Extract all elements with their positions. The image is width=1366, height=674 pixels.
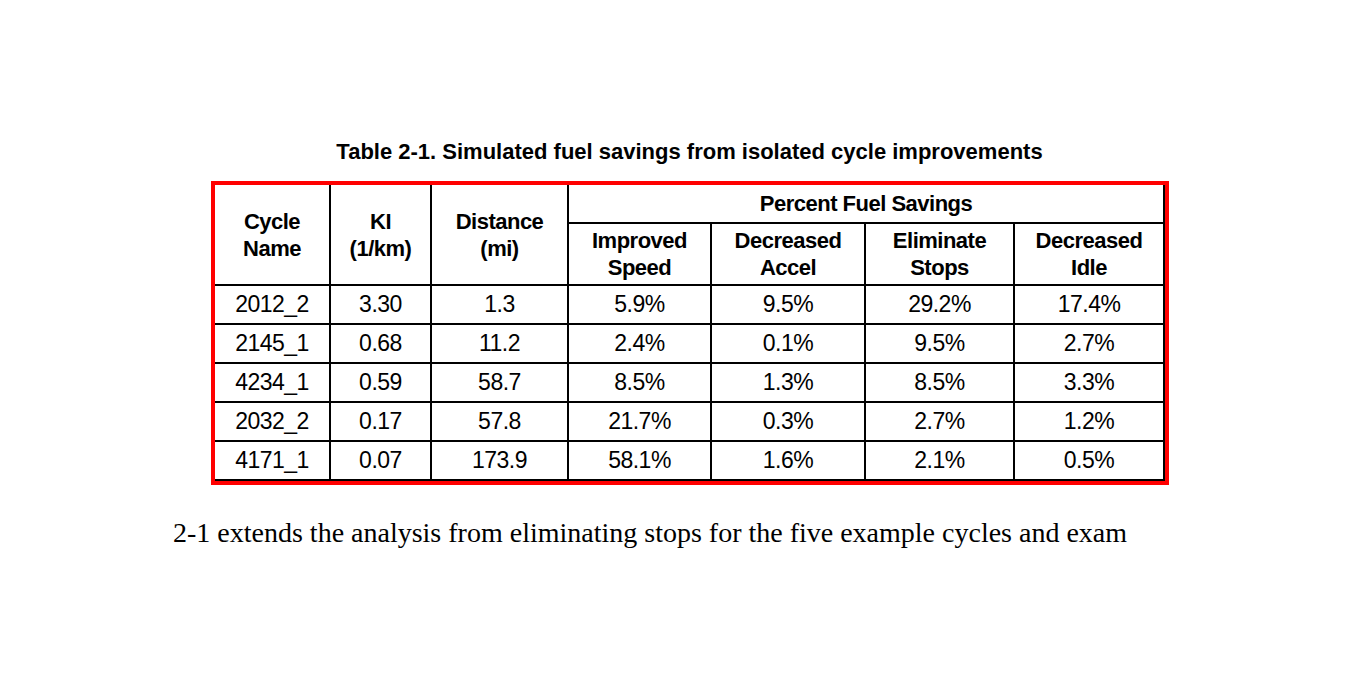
- group-header-percent-fuel-savings: Percent Fuel Savings: [568, 185, 1164, 223]
- col-header-distance: Distance (mi): [431, 185, 568, 285]
- document-page: Table 2-1. Simulated fuel savings from i…: [0, 0, 1366, 674]
- cell-eliminate-stops: 2.7%: [865, 402, 1014, 441]
- cell-ki: 3.30: [330, 285, 431, 324]
- col-header-cycle-name: Cycle Name: [215, 185, 330, 285]
- cell-ki: 0.17: [330, 402, 431, 441]
- cell-ki: 0.59: [330, 363, 431, 402]
- body-text: 2-1 extends the analysis from eliminatin…: [173, 516, 1127, 550]
- cell-improved-speed: 8.5%: [568, 363, 711, 402]
- header-line: Idle: [1015, 254, 1163, 281]
- header-line: Eliminate: [866, 227, 1013, 254]
- cell-decreased-idle: 3.3%: [1014, 363, 1164, 402]
- cell-distance: 58.7: [431, 363, 568, 402]
- table-row: 4234_1 0.59 58.7 8.5% 1.3% 8.5% 3.3%: [215, 363, 1164, 402]
- cell-eliminate-stops: 8.5%: [865, 363, 1014, 402]
- header-line: (1/km): [331, 235, 430, 262]
- header-line: Cycle: [215, 208, 329, 235]
- cell-decreased-idle: 1.2%: [1014, 402, 1164, 441]
- header-line: Decreased: [712, 227, 864, 254]
- cell-distance: 1.3: [431, 285, 568, 324]
- cell-decreased-accel: 0.1%: [711, 324, 865, 363]
- cell-decreased-accel: 1.3%: [711, 363, 865, 402]
- cell-decreased-accel: 0.3%: [711, 402, 865, 441]
- cell-improved-speed: 2.4%: [568, 324, 711, 363]
- cell-eliminate-stops: 9.5%: [865, 324, 1014, 363]
- header-row-group: Cycle Name KI (1/km) Distance (mi) Perce…: [215, 185, 1164, 223]
- header-line: Name: [215, 235, 329, 262]
- cell-improved-speed: 21.7%: [568, 402, 711, 441]
- cell-cycle-name: 4234_1: [215, 363, 330, 402]
- header-line: Speed: [569, 254, 710, 281]
- cell-ki: 0.68: [330, 324, 431, 363]
- table-caption: Table 2-1. Simulated fuel savings from i…: [211, 139, 1168, 165]
- fuel-savings-table: Cycle Name KI (1/km) Distance (mi) Perce…: [211, 181, 1169, 485]
- header-line: Improved: [569, 227, 710, 254]
- header-line: Accel: [712, 254, 864, 281]
- cell-distance: 173.9: [431, 441, 568, 480]
- cell-improved-speed: 58.1%: [568, 441, 711, 480]
- cell-decreased-idle: 17.4%: [1014, 285, 1164, 324]
- cell-decreased-accel: 1.6%: [711, 441, 865, 480]
- cell-cycle-name: 2012_2: [215, 285, 330, 324]
- col-header-decreased-idle: Decreased Idle: [1014, 223, 1164, 285]
- header-line: Distance: [432, 208, 567, 235]
- table-row: 2145_1 0.68 11.2 2.4% 0.1% 9.5% 2.7%: [215, 324, 1164, 363]
- table-row: 2012_2 3.30 1.3 5.9% 9.5% 29.2% 17.4%: [215, 285, 1164, 324]
- cell-eliminate-stops: 29.2%: [865, 285, 1014, 324]
- cell-eliminate-stops: 2.1%: [865, 441, 1014, 480]
- cell-cycle-name: 2032_2: [215, 402, 330, 441]
- table-row: 4171_1 0.07 173.9 58.1% 1.6% 2.1% 0.5%: [215, 441, 1164, 480]
- cell-distance: 11.2: [431, 324, 568, 363]
- header-line: (mi): [432, 235, 567, 262]
- cell-cycle-name: 2145_1: [215, 324, 330, 363]
- cell-decreased-idle: 2.7%: [1014, 324, 1164, 363]
- header-line: Decreased: [1015, 227, 1163, 254]
- header-line: Stops: [866, 254, 1013, 281]
- col-header-ki: KI (1/km): [330, 185, 431, 285]
- cell-distance: 57.8: [431, 402, 568, 441]
- table-row: 2032_2 0.17 57.8 21.7% 0.3% 2.7% 1.2%: [215, 402, 1164, 441]
- col-header-eliminate-stops: Eliminate Stops: [865, 223, 1014, 285]
- col-header-decreased-accel: Decreased Accel: [711, 223, 865, 285]
- header-line: KI: [331, 208, 430, 235]
- cell-improved-speed: 5.9%: [568, 285, 711, 324]
- cell-decreased-idle: 0.5%: [1014, 441, 1164, 480]
- cell-ki: 0.07: [330, 441, 431, 480]
- cell-cycle-name: 4171_1: [215, 441, 330, 480]
- cell-decreased-accel: 9.5%: [711, 285, 865, 324]
- col-header-improved-speed: Improved Speed: [568, 223, 711, 285]
- data-table: Cycle Name KI (1/km) Distance (mi) Perce…: [215, 185, 1165, 481]
